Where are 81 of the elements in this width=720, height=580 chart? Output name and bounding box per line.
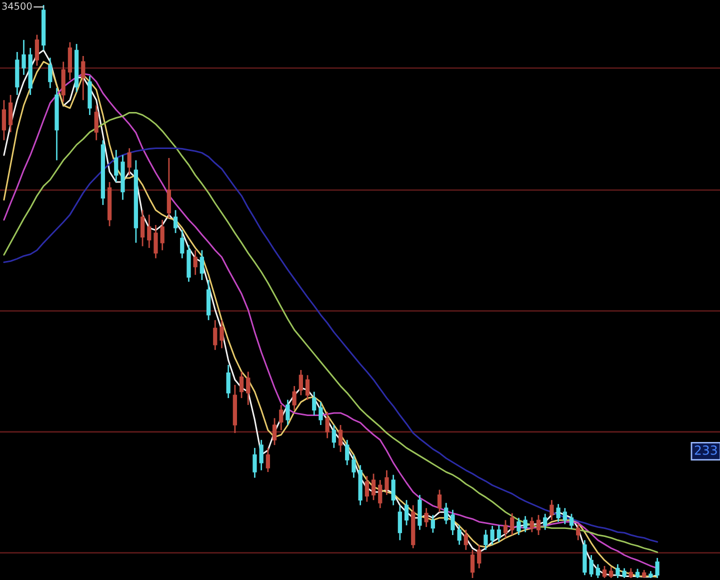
candlestick: [444, 502, 448, 525]
candlestick: [484, 529, 488, 551]
candlestick: [259, 439, 264, 471]
candlestick: [94, 104, 98, 141]
candlestick: [166, 157, 172, 219]
candlestick: [556, 503, 560, 523]
candlestick: [430, 514, 435, 534]
candlestick: [364, 475, 369, 502]
candlestick: [286, 399, 290, 426]
candlestick: [180, 229, 184, 259]
candlestick: [622, 568, 626, 579]
candlestick: [596, 564, 600, 579]
candlestick: [173, 209, 178, 234]
candlestick: [246, 371, 250, 406]
candlestick: [114, 149, 118, 183]
candlestick: [200, 250, 204, 281]
candlestick: [503, 519, 508, 539]
candlestick: [338, 424, 343, 453]
candlestick: [160, 219, 164, 251]
candlestick: [22, 39, 26, 76]
candlestick: [193, 250, 198, 276]
candlestick: [279, 404, 284, 431]
candlestick: [220, 319, 224, 349]
candlestick: [305, 374, 310, 400]
candlestick: [477, 544, 482, 569]
candlestick: [655, 557, 660, 579]
candlestick: [371, 473, 376, 501]
candlestick: [81, 55, 86, 101]
candlestick: [550, 499, 554, 521]
candlestick: [516, 517, 521, 536]
candlestick: [325, 411, 330, 439]
candlestick: [127, 148, 132, 176]
candlestick: [147, 214, 152, 249]
candlestick: [48, 57, 52, 89]
candlestick: [562, 507, 567, 525]
candlestick: [384, 470, 389, 496]
candlestick: [424, 507, 428, 528]
candlestick: [437, 489, 442, 513]
candlestick: [398, 504, 402, 541]
candlestick: [272, 417, 277, 446]
candlestick: [576, 523, 580, 541]
annotation: 34500: [2, 2, 32, 10]
candlestick: [352, 454, 356, 478]
candlestick: [496, 524, 501, 543]
candlestick: [226, 364, 230, 399]
candlestick: [589, 554, 594, 578]
candlestick: [635, 568, 640, 579]
candlestick: [345, 439, 350, 466]
candlestick: [2, 99, 6, 141]
candlestick: [464, 529, 468, 551]
candlestick: [490, 525, 494, 546]
candlestick: [34, 34, 40, 66]
candlestick: [318, 401, 323, 426]
candlestick: [298, 369, 304, 396]
candlestick: [609, 566, 614, 579]
candlestick: [457, 524, 462, 546]
candlestick: [239, 371, 244, 399]
candlestick: [530, 516, 534, 533]
candlestick: [523, 515, 528, 533]
text: 233: [694, 445, 717, 455]
candlestick: [8, 94, 13, 133]
candlestick: [252, 447, 257, 478]
candlestick: [616, 564, 620, 579]
candlestick: [213, 319, 218, 351]
candlestick: [628, 568, 633, 579]
candlestick: [266, 447, 270, 473]
candlestick: [602, 565, 607, 579]
candlestick: [154, 224, 158, 259]
candlestick: [312, 391, 316, 416]
candlestick: [536, 514, 541, 536]
candlestick: [332, 424, 336, 449]
candlestick: [404, 499, 409, 526]
candlestick: [140, 209, 145, 247]
candlestick: [391, 474, 396, 506]
candlestick: [543, 513, 548, 531]
candlestick: [450, 509, 455, 536]
candlestick: [378, 479, 382, 509]
candlestick: [569, 513, 574, 530]
candlestick: [470, 549, 475, 579]
candlestick: [292, 385, 296, 411]
candlestick: [510, 512, 514, 536]
